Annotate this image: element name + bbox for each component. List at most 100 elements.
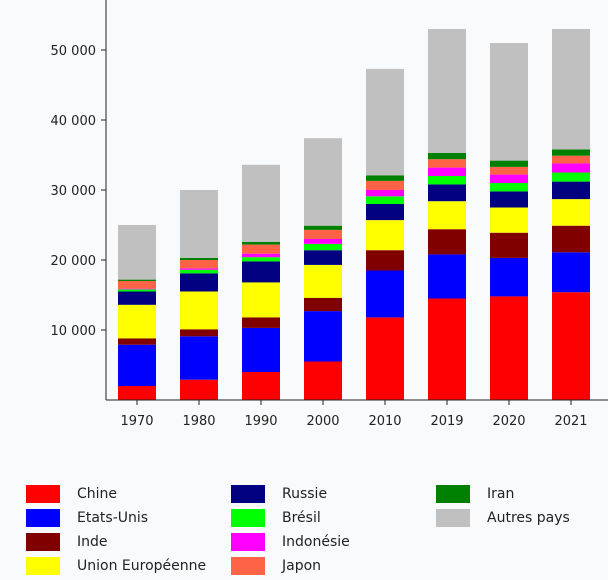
legend-label: Union Européenne [77, 558, 207, 574]
legend-swatch [231, 533, 265, 551]
bar-segment-2020-4 [490, 191, 528, 208]
bar-segment-2021-0 [552, 292, 590, 400]
bar-segment-1970-0 [118, 386, 156, 400]
bar-segment-1980-4 [180, 273, 218, 292]
y-ticks: 10 000 20 000 30 000 40 000 50 000 [51, 44, 106, 339]
bar-segment-1980-0 [180, 379, 218, 400]
legend-swatch [26, 557, 60, 575]
bar-segment-1970-7 [118, 281, 156, 289]
x-tick-label: 1970 [120, 414, 153, 429]
bar-segment-2021-8 [552, 149, 590, 156]
x-tick-label: 2019 [430, 414, 463, 429]
y-tick-label: 30 000 [51, 184, 97, 199]
bar-segment-1970-5 [118, 289, 156, 292]
legend-swatch [436, 509, 470, 527]
y-tick-label: 40 000 [51, 114, 97, 129]
bar-segment-2020-3 [490, 207, 528, 233]
legend-swatch [231, 485, 265, 503]
bar-segment-2021-6 [552, 163, 590, 173]
bars-group [118, 29, 590, 400]
bar-segment-2010-8 [366, 175, 404, 181]
bar-segment-1980-2 [180, 329, 218, 337]
x-tick-label: 2000 [306, 414, 339, 429]
bar-segment-2010-4 [366, 204, 404, 221]
bar-segment-1980-1 [180, 336, 218, 380]
bar-segment-2021-7 [552, 155, 590, 164]
legend-label: Russie [282, 486, 328, 502]
bar-segment-2019-3 [428, 201, 466, 230]
legend-item: Chine [26, 484, 117, 504]
legend-swatch [231, 557, 265, 575]
legend-swatch [26, 485, 60, 503]
bar-segment-2000-7 [304, 229, 342, 239]
bar-segment-1970-6 [118, 288, 156, 290]
bar-segment-2000-6 [304, 239, 342, 244]
legend-label: Autres pays [487, 510, 570, 526]
bar-segment-2020-2 [490, 232, 528, 258]
legend-label: Chine [77, 486, 118, 502]
x-tick-label: 1990 [244, 414, 277, 429]
bar-segment-1990-8 [242, 241, 280, 245]
bar-segment-1970-1 [118, 344, 156, 386]
bar-segment-2010-9 [366, 68, 404, 176]
bar-segment-2020-9 [490, 43, 528, 161]
legend-swatch [26, 533, 60, 551]
legend-label: Inde [77, 534, 108, 550]
legend: Chine Etats-Unis Inde Union Européenne Russi… [0, 480, 608, 580]
bar-segment-1980-5 [180, 269, 218, 274]
bar-segment-2020-1 [490, 257, 528, 297]
bar-segment-2019-6 [428, 167, 466, 176]
bar-segment-1970-3 [118, 304, 156, 339]
bar-segment-2021-5 [552, 172, 590, 182]
bar-segment-2010-1 [366, 270, 404, 318]
bar-segment-2019-2 [428, 229, 466, 255]
y-tick-label: 10 000 [51, 324, 97, 339]
bar-segment-2019-5 [428, 176, 466, 185]
y-tick-label: 20 000 [51, 254, 97, 269]
legend-swatch [231, 509, 265, 527]
bar-segment-2010-5 [366, 196, 404, 204]
bar-segment-1980-9 [180, 190, 218, 258]
bar-segment-2000-4 [304, 250, 342, 265]
bar-segment-2010-3 [366, 220, 404, 251]
bar-segment-1990-9 [242, 164, 280, 242]
bar-segment-2000-8 [304, 225, 342, 230]
bar-segment-2019-1 [428, 254, 466, 299]
bar-segment-2000-1 [304, 311, 342, 362]
bar-segment-2000-0 [304, 361, 342, 400]
bar-segment-2000-2 [304, 297, 342, 312]
bar-segment-2021-4 [552, 181, 590, 200]
y-tick-label: 50 000 [51, 44, 97, 59]
legend-item: Inde [26, 532, 108, 552]
x-tick-label: 2010 [368, 414, 401, 429]
bar-segment-1990-5 [242, 257, 280, 262]
bar-segment-2021-1 [552, 252, 590, 293]
bar-segment-1980-6 [180, 268, 218, 270]
bar-segment-2020-0 [490, 296, 528, 400]
legend-label: Indonésie [282, 534, 350, 550]
bar-segment-1970-4 [118, 291, 156, 305]
x-ticks: 1970 1980 1990 2000 2010 2019 2020 2021 [120, 400, 588, 429]
legend-label: Japon [282, 558, 322, 574]
bar-segment-1990-0 [242, 372, 280, 400]
bar-segment-1990-3 [242, 282, 280, 318]
legend-swatch [26, 509, 60, 527]
bar-segment-2019-4 [428, 184, 466, 202]
bar-segment-1970-2 [118, 338, 156, 345]
bar-segment-1980-3 [180, 291, 218, 330]
bar-segment-1980-8 [180, 257, 218, 260]
bar-segment-2010-0 [366, 317, 404, 400]
legend-label: Iran [487, 486, 515, 502]
bar-segment-2020-7 [490, 166, 528, 175]
bar-segment-2021-3 [552, 199, 590, 226]
bar-segment-1990-7 [242, 244, 280, 254]
bar-segment-1990-6 [242, 253, 280, 258]
bar-segment-2010-7 [366, 180, 404, 190]
bar-segment-1990-2 [242, 317, 280, 328]
legend-item: Indonésie [231, 532, 350, 552]
bar-segment-2019-0 [428, 298, 466, 400]
bar-segment-2021-2 [552, 225, 590, 253]
bar-segment-2019-8 [428, 152, 466, 160]
bar-segment-2010-6 [366, 190, 404, 197]
